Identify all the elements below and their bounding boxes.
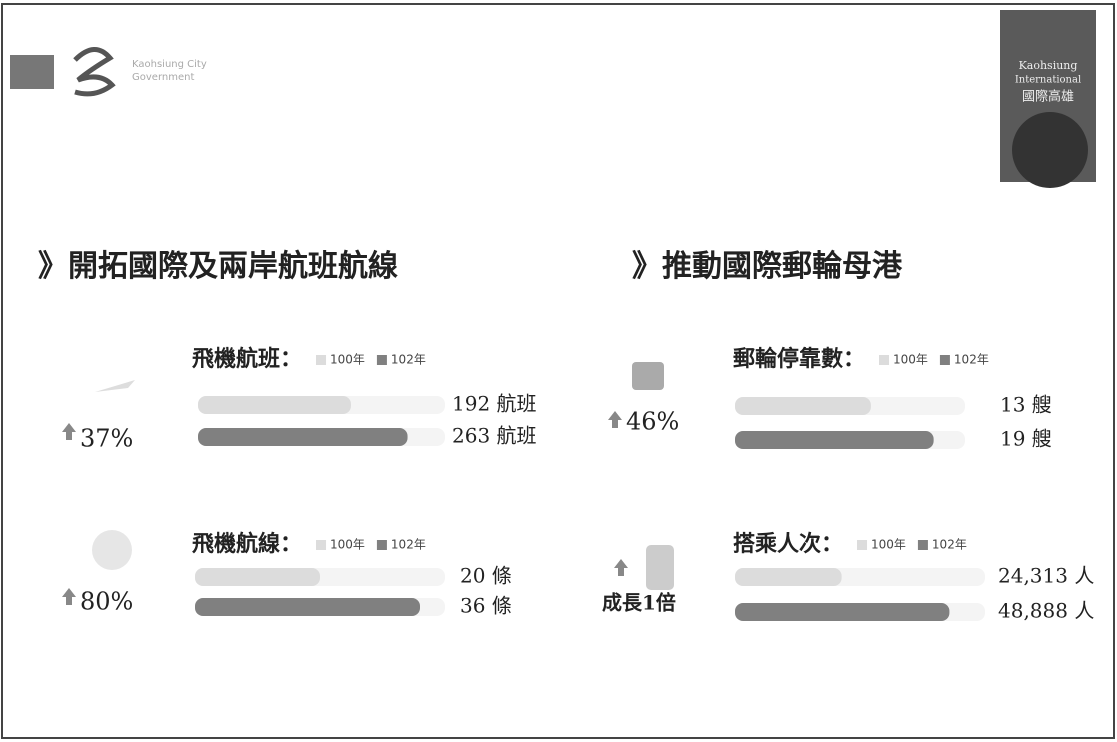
growth: 37% (80, 425, 133, 453)
up-arrow (608, 411, 622, 428)
bar (198, 396, 351, 414)
ship-icon (632, 362, 664, 390)
logo-mark (73, 47, 116, 97)
growth: 成長1倍 (602, 591, 676, 615)
legend-label: 102年 (932, 538, 967, 552)
value-label: 20 條 (460, 564, 512, 588)
badge-text: Kaohsiung (1019, 59, 1078, 72)
value-label: 19 艘 (1000, 427, 1052, 451)
badge-text: International (1015, 75, 1081, 86)
legend-swatch (316, 355, 327, 365)
value-label: 13 艘 (1000, 393, 1052, 417)
bar (735, 397, 871, 415)
value-label: 192 航班 (452, 392, 537, 416)
value-label: 48,888 人 (998, 599, 1094, 623)
globe-icon (92, 530, 132, 570)
legend-swatch (879, 355, 890, 365)
up-arrow (62, 423, 76, 440)
bar (735, 603, 950, 621)
value-label: 36 條 (460, 594, 512, 618)
value-label: 24,313 人 (998, 564, 1094, 588)
value-label: 263 航班 (452, 424, 537, 448)
growth: 80% (80, 588, 133, 616)
bar (195, 568, 320, 586)
chart-title: 郵輪停靠數： (733, 346, 865, 372)
legend-label: 102年 (954, 353, 989, 367)
up-arrow (614, 559, 628, 576)
section-heading: 》推動國際郵輪母港 (632, 249, 903, 284)
bar (195, 598, 420, 616)
growth: 46% (626, 408, 679, 436)
bar (198, 428, 408, 446)
legend-label: 102年 (391, 353, 426, 367)
legend-swatch (316, 540, 327, 550)
chart-title: 搭乘人次： (733, 531, 843, 557)
legend-swatch (376, 540, 387, 550)
chart-title: 飛機航班： (192, 346, 302, 372)
bar (735, 568, 842, 586)
legend-swatch (939, 355, 950, 365)
plane-icon (95, 380, 135, 392)
legend-label: 100年 (330, 353, 365, 367)
section-heading: 》開拓國際及兩岸航班航線 (38, 249, 398, 284)
legend-swatch (376, 355, 387, 365)
up-arrow (62, 588, 76, 605)
badge-globe (1012, 112, 1088, 188)
logo-text: Government (132, 72, 194, 83)
badge-text: 國際高雄 (1022, 89, 1074, 105)
bar (735, 431, 934, 449)
person-icon (646, 545, 674, 590)
frame (1, 3, 1115, 739)
chart-title: 飛機航線： (192, 531, 302, 557)
legend-swatch (857, 540, 868, 550)
logo-text: Kaohsiung City (132, 59, 207, 70)
legend-label: 100年 (330, 538, 365, 552)
logo-bar (10, 55, 54, 89)
legend-label: 102年 (391, 538, 426, 552)
legend-swatch (917, 540, 928, 550)
legend-label: 100年 (893, 353, 928, 367)
legend-label: 100年 (871, 538, 906, 552)
